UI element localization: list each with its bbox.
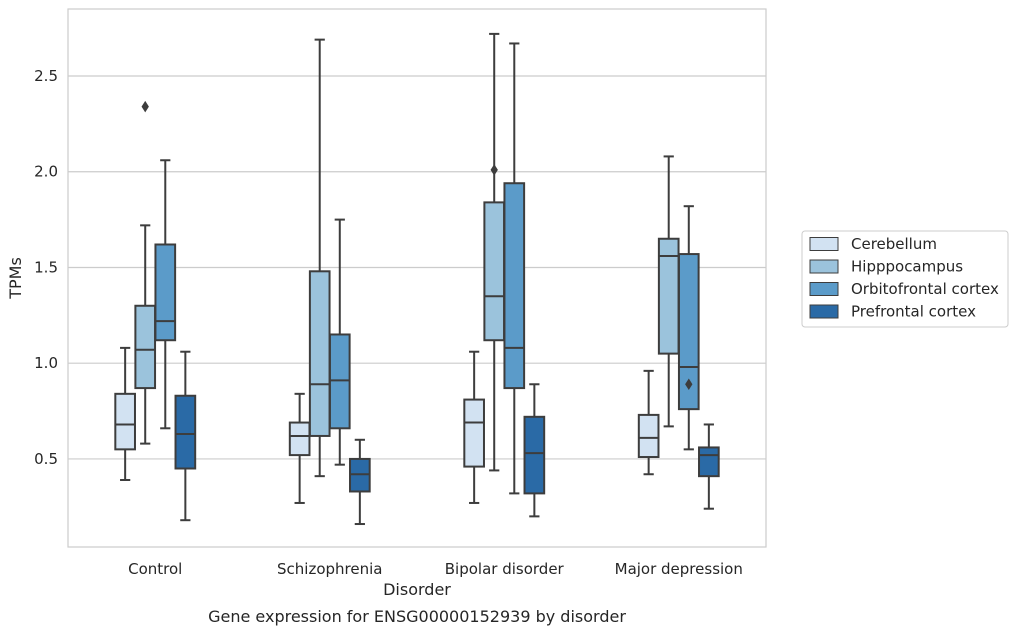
outlier-point [141,100,149,113]
legend-label: Cerebellum [851,235,937,253]
box [463,398,485,468]
x-axis-label: Disorder [383,580,451,599]
y-tick-label: 2.0 [34,163,58,181]
y-axis-label: TPMs [6,257,25,300]
box [154,243,177,342]
outlier-point [685,378,693,391]
box [308,270,331,437]
box-groups [114,32,720,526]
outlier-point [490,164,498,176]
legend-label: Hipppocampus [851,258,963,276]
x-tick-label: Schizophrenia [277,560,382,578]
box [483,201,506,342]
y-tick-label: 2.5 [34,67,58,85]
x-tick-labels: Control Schizophrenia Bipolar disorder Majo… [128,560,743,578]
y-tick-label: 1.0 [34,354,58,372]
chart-caption: Gene expression for ENSG00000152939 by d… [208,607,626,626]
legend-frame [801,230,1009,328]
box [134,304,157,390]
legend-swatch [809,304,839,319]
x-tick-label: Major depression [615,560,743,578]
box [698,446,720,478]
y-tick-labels: 0.5 1.0 1.5 2.0 2.5 [34,67,58,468]
legend: Cerebellum Hipppocampus Orbitofrontal cort… [801,230,1009,328]
y-tick-label: 1.5 [34,258,58,276]
box [523,415,546,495]
legend-swatch [809,237,839,251]
box [114,392,136,451]
x-tick-label: Control [128,560,182,578]
y-tick-label: 0.5 [34,450,58,468]
legend-swatch [809,259,839,274]
box [503,182,526,390]
box [637,413,660,459]
box-group [288,38,371,526]
box-group [114,100,197,522]
box-group [637,155,720,510]
plot-frame [67,8,767,548]
legend-swatch [809,282,839,296]
x-tick-label: Bipolar disorder [445,560,565,578]
box [677,253,700,411]
legend-label: Orbitofrontal cortex [851,280,999,298]
box-group [463,32,546,518]
legend-label: Prefrontal cortex [851,303,976,321]
box [174,394,197,470]
box [288,421,311,457]
